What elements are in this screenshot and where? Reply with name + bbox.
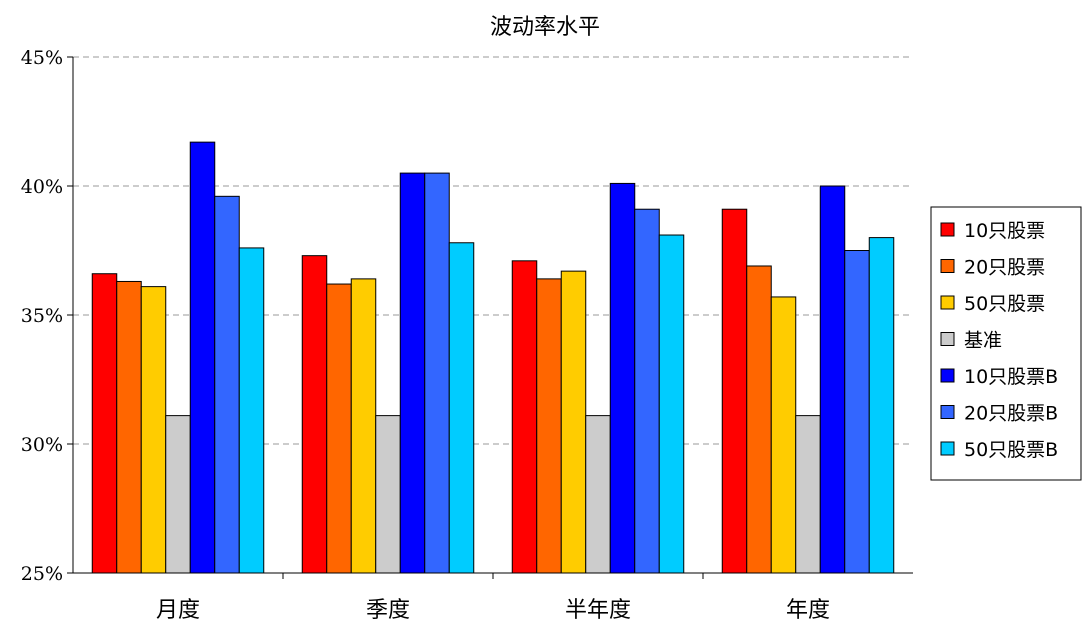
legend-label: 10只股票	[964, 220, 1045, 242]
y-tick-label: 25%	[21, 563, 63, 585]
legend-swatch	[940, 259, 955, 273]
chart-title: 波动率水平	[490, 15, 600, 40]
legend-label: 50只股票B	[964, 439, 1058, 461]
bar	[746, 265, 772, 574]
bar	[214, 195, 240, 574]
y-tick-label: 35%	[21, 305, 63, 327]
bar	[770, 296, 797, 574]
bars	[91, 141, 895, 574]
bar	[844, 250, 870, 574]
legend-swatch	[940, 368, 955, 383]
category-label: 月度	[156, 598, 200, 623]
bar	[560, 270, 587, 574]
bar	[609, 182, 636, 574]
bar	[238, 247, 265, 574]
bar	[634, 208, 660, 574]
bar	[116, 280, 142, 574]
legend-swatch	[940, 332, 955, 346]
legend-box	[930, 206, 1082, 481]
legend-swatch	[940, 405, 955, 419]
bar	[819, 185, 846, 574]
category-label: 季度	[366, 598, 410, 623]
bar	[424, 172, 450, 574]
bar	[165, 415, 191, 574]
bar	[658, 234, 685, 574]
legend-label: 20只股票B	[964, 403, 1058, 425]
category-label: 半年度	[565, 598, 631, 623]
bar	[868, 237, 895, 574]
legend-label: 20只股票	[964, 257, 1045, 279]
bar	[721, 208, 748, 574]
axes	[67, 56, 913, 579]
y-axis-ticks: 25% 30% 35% 40% 45%	[21, 47, 63, 585]
bar	[448, 242, 475, 574]
bar	[536, 278, 562, 574]
bar	[189, 141, 216, 574]
category-label: 年度	[786, 598, 830, 623]
legend-swatch	[940, 441, 955, 456]
bar	[585, 415, 611, 574]
y-tick-label: 45%	[21, 47, 63, 69]
bar	[301, 255, 328, 574]
bar	[399, 172, 426, 574]
y-tick-label: 40%	[21, 176, 63, 198]
bar	[326, 283, 352, 574]
bar	[91, 273, 118, 574]
legend-label: 基准	[964, 330, 1002, 352]
legend-label: 10只股票B	[964, 366, 1058, 388]
y-tick-label: 30%	[21, 434, 63, 456]
legend-swatch	[940, 222, 955, 237]
bar	[375, 415, 401, 574]
bar	[140, 286, 167, 574]
bar	[350, 278, 377, 574]
bar	[795, 415, 821, 574]
bar	[511, 260, 538, 574]
x-axis-categories: 月度 季度 半年度 年度	[156, 598, 830, 623]
legend-label: 50只股票	[964, 293, 1045, 315]
legend-swatch	[940, 295, 955, 310]
